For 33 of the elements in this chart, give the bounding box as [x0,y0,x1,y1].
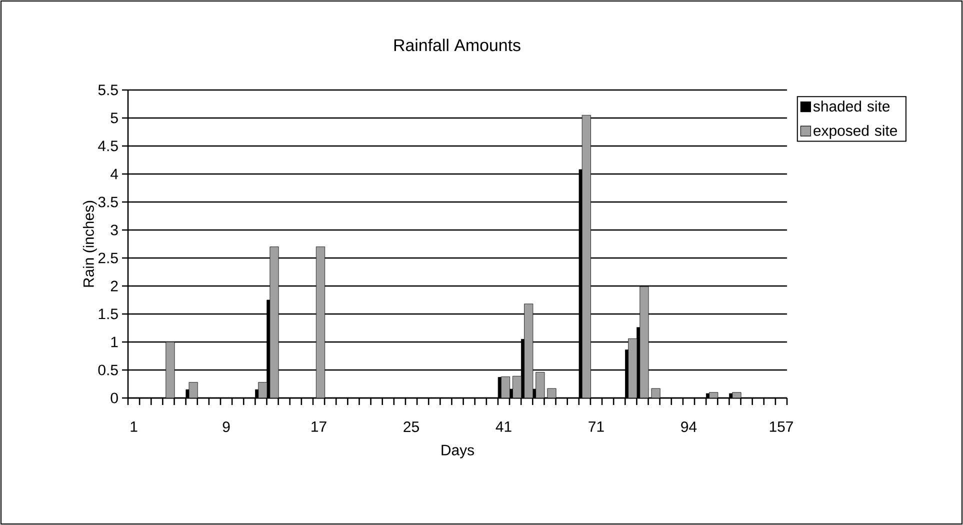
bar [628,338,638,398]
x-tick-label: 41 [496,422,512,432]
bar [270,246,279,398]
x-tick-label: 71 [588,422,604,432]
bar [640,286,649,398]
x-tick-label: 1 [130,422,138,432]
x-tick-label: 9 [222,422,230,432]
x-tick-label: 94 [681,422,697,432]
x-axis-title: Days [442,444,474,458]
y-axis-title: Rain (inches) [82,200,97,287]
legend-label: shaded site [813,100,890,112]
y-tick-label: 3 [110,224,118,236]
bar [582,114,591,398]
x-tick-label: 25 [404,422,419,432]
y-tick-label: 4.5 [98,140,118,152]
chart-title: Rainfall Amounts [394,38,520,52]
y-tick-label: 2 [110,280,118,292]
y-tick-label: 1.5 [98,308,118,320]
x-tick-label: 17 [312,422,326,432]
bar [166,342,175,398]
y-tick-label: 4 [110,168,118,180]
y-tick-label: 3.5 [98,196,118,208]
legend-label: exposed site [814,124,898,139]
bar [316,246,326,398]
y-tick-label: 0.5 [98,364,118,376]
y-tick-label: 5.5 [98,84,118,96]
y-tick-label: 5 [110,112,118,124]
bar [524,304,534,398]
y-tick-label: 1 [111,336,118,348]
x-tick-label: 157 [770,422,793,432]
y-tick-label: 0 [110,392,118,404]
bar [536,372,545,398]
y-tick-label: 2.5 [98,252,118,264]
